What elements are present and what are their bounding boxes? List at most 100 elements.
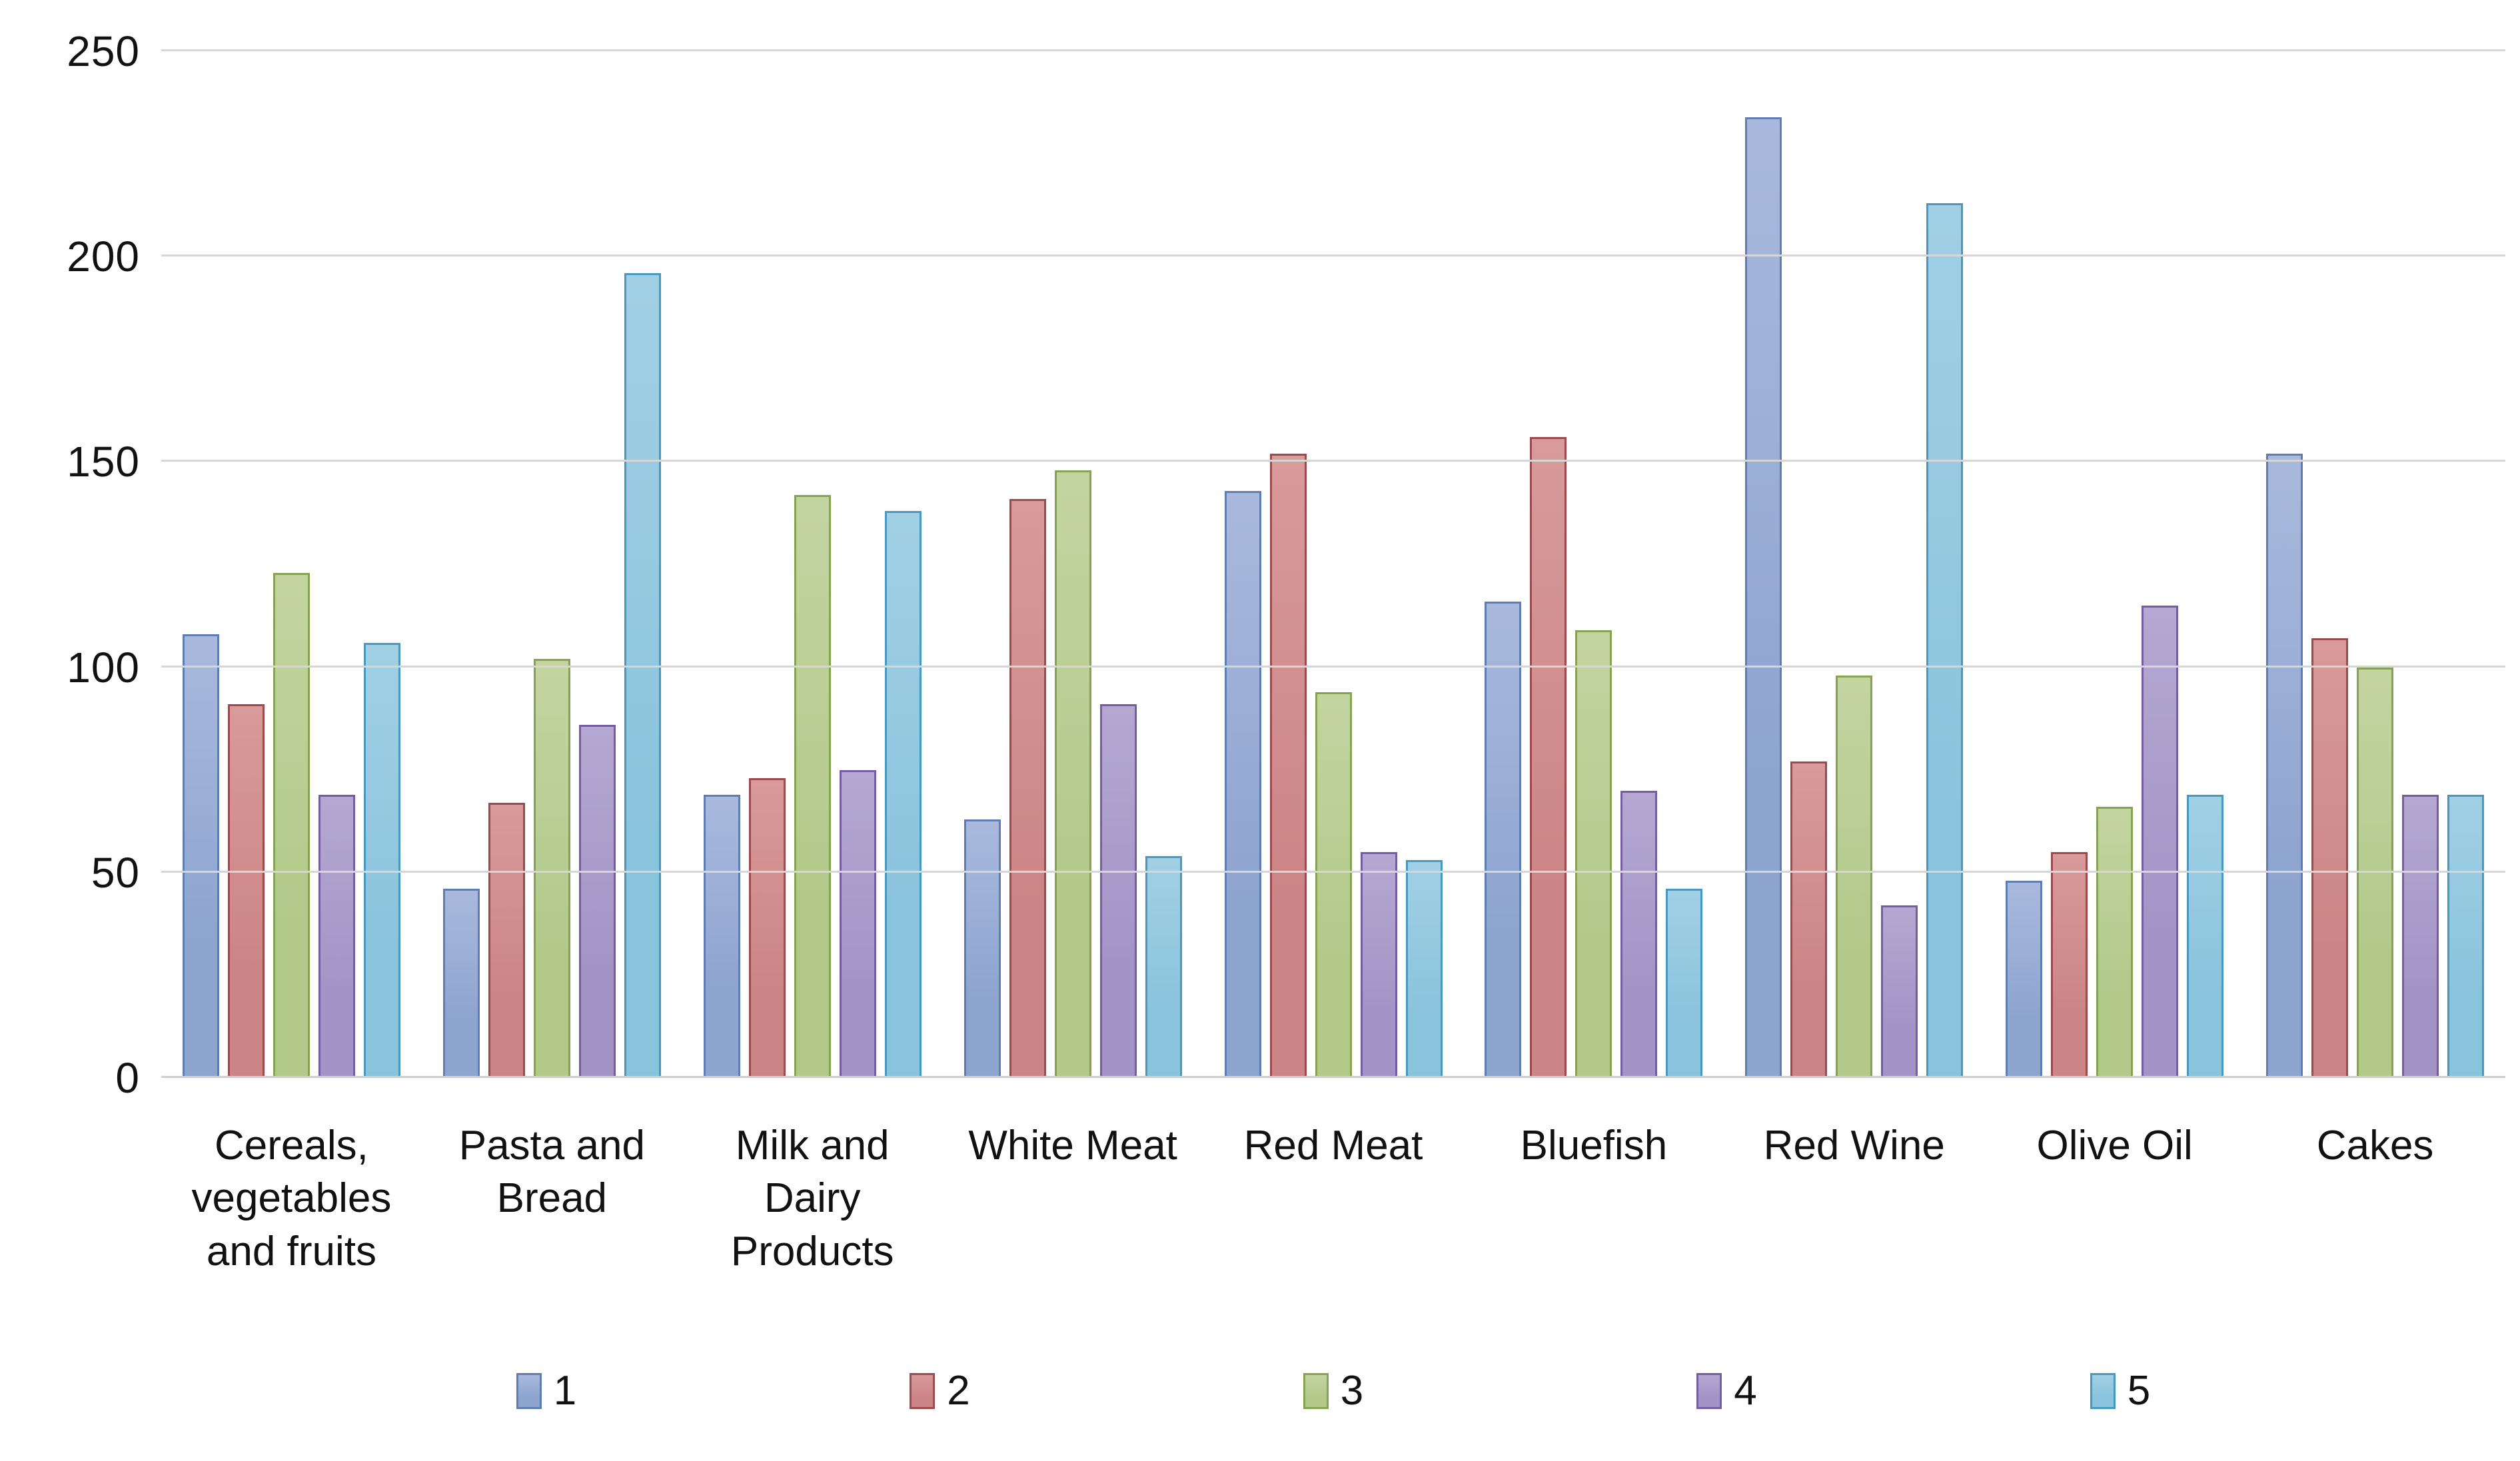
bar-series-4-cakes — [2402, 794, 2439, 1078]
x-label: Olive Oil — [2036, 1123, 2193, 1169]
bar-series-1-olive-oil — [2006, 881, 2043, 1078]
bar-series-5-white-meat — [1145, 856, 1182, 1078]
bar-series-4-red-wine — [1881, 905, 1918, 1078]
bar-series-2-pasta-and-bread — [488, 803, 525, 1078]
category-group-4 — [943, 51, 1203, 1078]
bar-series-3-cereals-vegetables-and-fruits — [273, 572, 310, 1078]
category-group-6 — [1463, 51, 1724, 1078]
category-group-2 — [422, 51, 682, 1078]
bars-row — [161, 51, 2505, 1078]
category-group-9 — [2245, 51, 2505, 1078]
bar-series-3-white-meat — [1054, 470, 1091, 1078]
bar-series-3-red-meat — [1315, 692, 1352, 1078]
bar-series-5-red-wine — [1926, 203, 1964, 1078]
legend-label: 2 — [947, 1368, 970, 1414]
x-label-wrap-2: Pasta and Bread — [422, 1119, 682, 1278]
legend-label: 5 — [2127, 1368, 2151, 1414]
bar-series-5-milk-and-dairy-products — [884, 511, 922, 1078]
legend-item-1: 1 — [516, 1367, 576, 1414]
legend: 1 2 3 4 5 — [161, 1367, 2505, 1414]
y-tick-label-0: 0 — [115, 1054, 140, 1102]
y-tick-label-150: 150 — [67, 438, 140, 486]
y-axis: 0 50 100 150 200 250 — [0, 27, 140, 1102]
bar-series-3-pasta-and-bread — [533, 659, 570, 1078]
x-label: Bluefish — [1520, 1123, 1668, 1169]
bar-series-2-cereals-vegetables-and-fruits — [227, 704, 265, 1078]
legend-item-3: 3 — [1303, 1367, 1363, 1414]
x-label: Red Wine — [1763, 1123, 1945, 1169]
bar-series-2-milk-and-dairy-products — [748, 778, 786, 1078]
x-label-wrap-7: Red Wine — [1724, 1119, 1984, 1278]
bar-series-1-white-meat — [963, 819, 1001, 1078]
bar-series-1-red-meat — [1224, 490, 1261, 1078]
x-label-wrap-6: Bluefish — [1463, 1119, 1724, 1278]
bar-series-4-pasta-and-bread — [578, 724, 616, 1078]
legend-label: 3 — [1340, 1368, 1364, 1414]
y-tick-label-200: 200 — [67, 233, 140, 281]
category-group-5 — [1203, 51, 1464, 1078]
gridline-100 — [161, 665, 2505, 668]
bar-series-5-cakes — [2447, 794, 2485, 1078]
bar-series-2-olive-oil — [2051, 851, 2088, 1078]
x-label: Pasta and Bread — [458, 1123, 645, 1222]
bar-series-3-red-wine — [1836, 675, 1873, 1078]
bar-series-4-olive-oil — [2142, 606, 2179, 1078]
bar-series-2-cakes — [2311, 638, 2349, 1078]
legend-swatch-icon — [1696, 1372, 1722, 1409]
x-label: Cakes — [2316, 1123, 2434, 1169]
bar-series-2-red-meat — [1269, 454, 1307, 1078]
x-label-wrap-9: Cakes — [2245, 1119, 2505, 1278]
bar-series-5-olive-oil — [2187, 794, 2224, 1078]
x-label-wrap-3: Milk and Dairy Products — [682, 1119, 943, 1278]
x-label: Milk and Dairy Products — [730, 1123, 894, 1274]
legend-swatch-icon — [910, 1372, 936, 1409]
bar-series-4-bluefish — [1620, 790, 1658, 1078]
gridline-50 — [161, 870, 2505, 873]
legend-swatch-icon — [516, 1372, 542, 1409]
bar-series-4-cereals-vegetables-and-fruits — [318, 794, 355, 1078]
x-axis-labels: Cereals, vegetables and fruits Pasta and … — [161, 1119, 2505, 1278]
bar-series-2-red-wine — [1790, 761, 1828, 1078]
x-label: Cereals, vegetables and fruits — [191, 1123, 392, 1274]
legend-label: 1 — [553, 1368, 577, 1414]
x-label: Red Meat — [1243, 1123, 1423, 1169]
x-label-wrap-1: Cereals, vegetables and fruits — [161, 1119, 422, 1278]
bar-series-1-pasta-and-bread — [442, 889, 480, 1078]
y-tick-label-100: 100 — [67, 643, 140, 692]
bar-series-4-white-meat — [1099, 704, 1137, 1078]
legend-swatch-icon — [2090, 1372, 2116, 1409]
bar-series-4-milk-and-dairy-products — [839, 769, 876, 1078]
legend-label: 4 — [1734, 1368, 1757, 1414]
category-group-7 — [1724, 51, 1984, 1078]
gridline-200 — [161, 254, 2505, 257]
bar-series-3-milk-and-dairy-products — [794, 494, 831, 1078]
y-tick-label-50: 50 — [91, 848, 140, 897]
legend-swatch-icon — [1303, 1372, 1329, 1409]
x-label-wrap-8: Olive Oil — [1984, 1119, 2245, 1278]
gridline-250 — [161, 49, 2505, 51]
bar-series-1-red-wine — [1745, 117, 1782, 1078]
bar-series-5-cereals-vegetables-and-fruits — [363, 642, 400, 1078]
bar-series-2-white-meat — [1009, 498, 1046, 1078]
gridline-150 — [161, 460, 2505, 462]
legend-item-2: 2 — [910, 1367, 970, 1414]
y-tick-label-250: 250 — [67, 27, 140, 75]
category-group-8 — [1984, 51, 2245, 1078]
bar-series-5-pasta-and-bread — [624, 272, 661, 1078]
legend-item-5: 5 — [2090, 1367, 2150, 1414]
bar-series-3-olive-oil — [2096, 807, 2134, 1078]
bar-series-4-red-meat — [1360, 851, 1397, 1078]
bar-series-1-bluefish — [1485, 601, 1522, 1078]
category-group-3 — [682, 51, 943, 1078]
legend-item-4: 4 — [1696, 1367, 1757, 1414]
bar-series-5-red-meat — [1405, 860, 1443, 1078]
bar-series-1-milk-and-dairy-products — [703, 794, 740, 1078]
gridline-0 — [161, 1076, 2505, 1078]
bar-series-2-bluefish — [1530, 437, 1567, 1078]
bar-series-3-bluefish — [1575, 630, 1612, 1078]
x-label-wrap-5: Red Meat — [1203, 1119, 1464, 1278]
plot-area — [161, 49, 2505, 1078]
bar-series-1-cereals-vegetables-and-fruits — [182, 634, 219, 1078]
category-group-1 — [161, 51, 422, 1078]
